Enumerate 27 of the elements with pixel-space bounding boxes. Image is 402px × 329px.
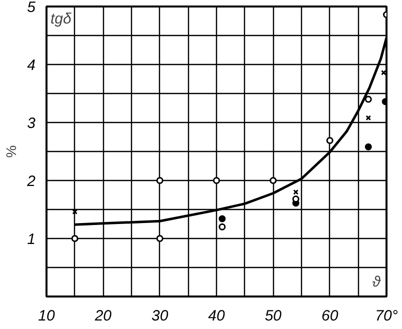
point <box>156 235 164 242</box>
y-tick-label: 2 <box>26 173 36 190</box>
point <box>364 143 372 150</box>
x-tick-label: 40 <box>208 308 226 324</box>
point <box>293 189 299 195</box>
point <box>71 235 78 242</box>
annotation: tgδ <box>50 10 72 28</box>
x-tick-label: 10 <box>38 308 56 324</box>
x-tick-label: 20 <box>94 308 112 324</box>
annotation: ϑ <box>372 274 382 290</box>
y-tick-label: 1 <box>27 231 36 248</box>
point <box>366 115 372 121</box>
point <box>218 215 226 222</box>
y-tick-label: 4 <box>27 57 36 74</box>
point <box>156 177 164 184</box>
point <box>218 223 226 230</box>
y-axis-title: % <box>3 145 20 158</box>
x-tick-label: 60 <box>321 308 339 324</box>
x-tick-label: 50 <box>264 308 282 324</box>
point <box>364 96 372 103</box>
point <box>213 177 220 184</box>
x-tick-label: 30 <box>151 308 169 324</box>
y-tick-label: 5 <box>27 0 36 16</box>
x-tick-label: 70° <box>375 308 398 324</box>
point <box>270 177 277 184</box>
point <box>326 136 334 144</box>
y-tick-label: 3 <box>27 115 36 132</box>
